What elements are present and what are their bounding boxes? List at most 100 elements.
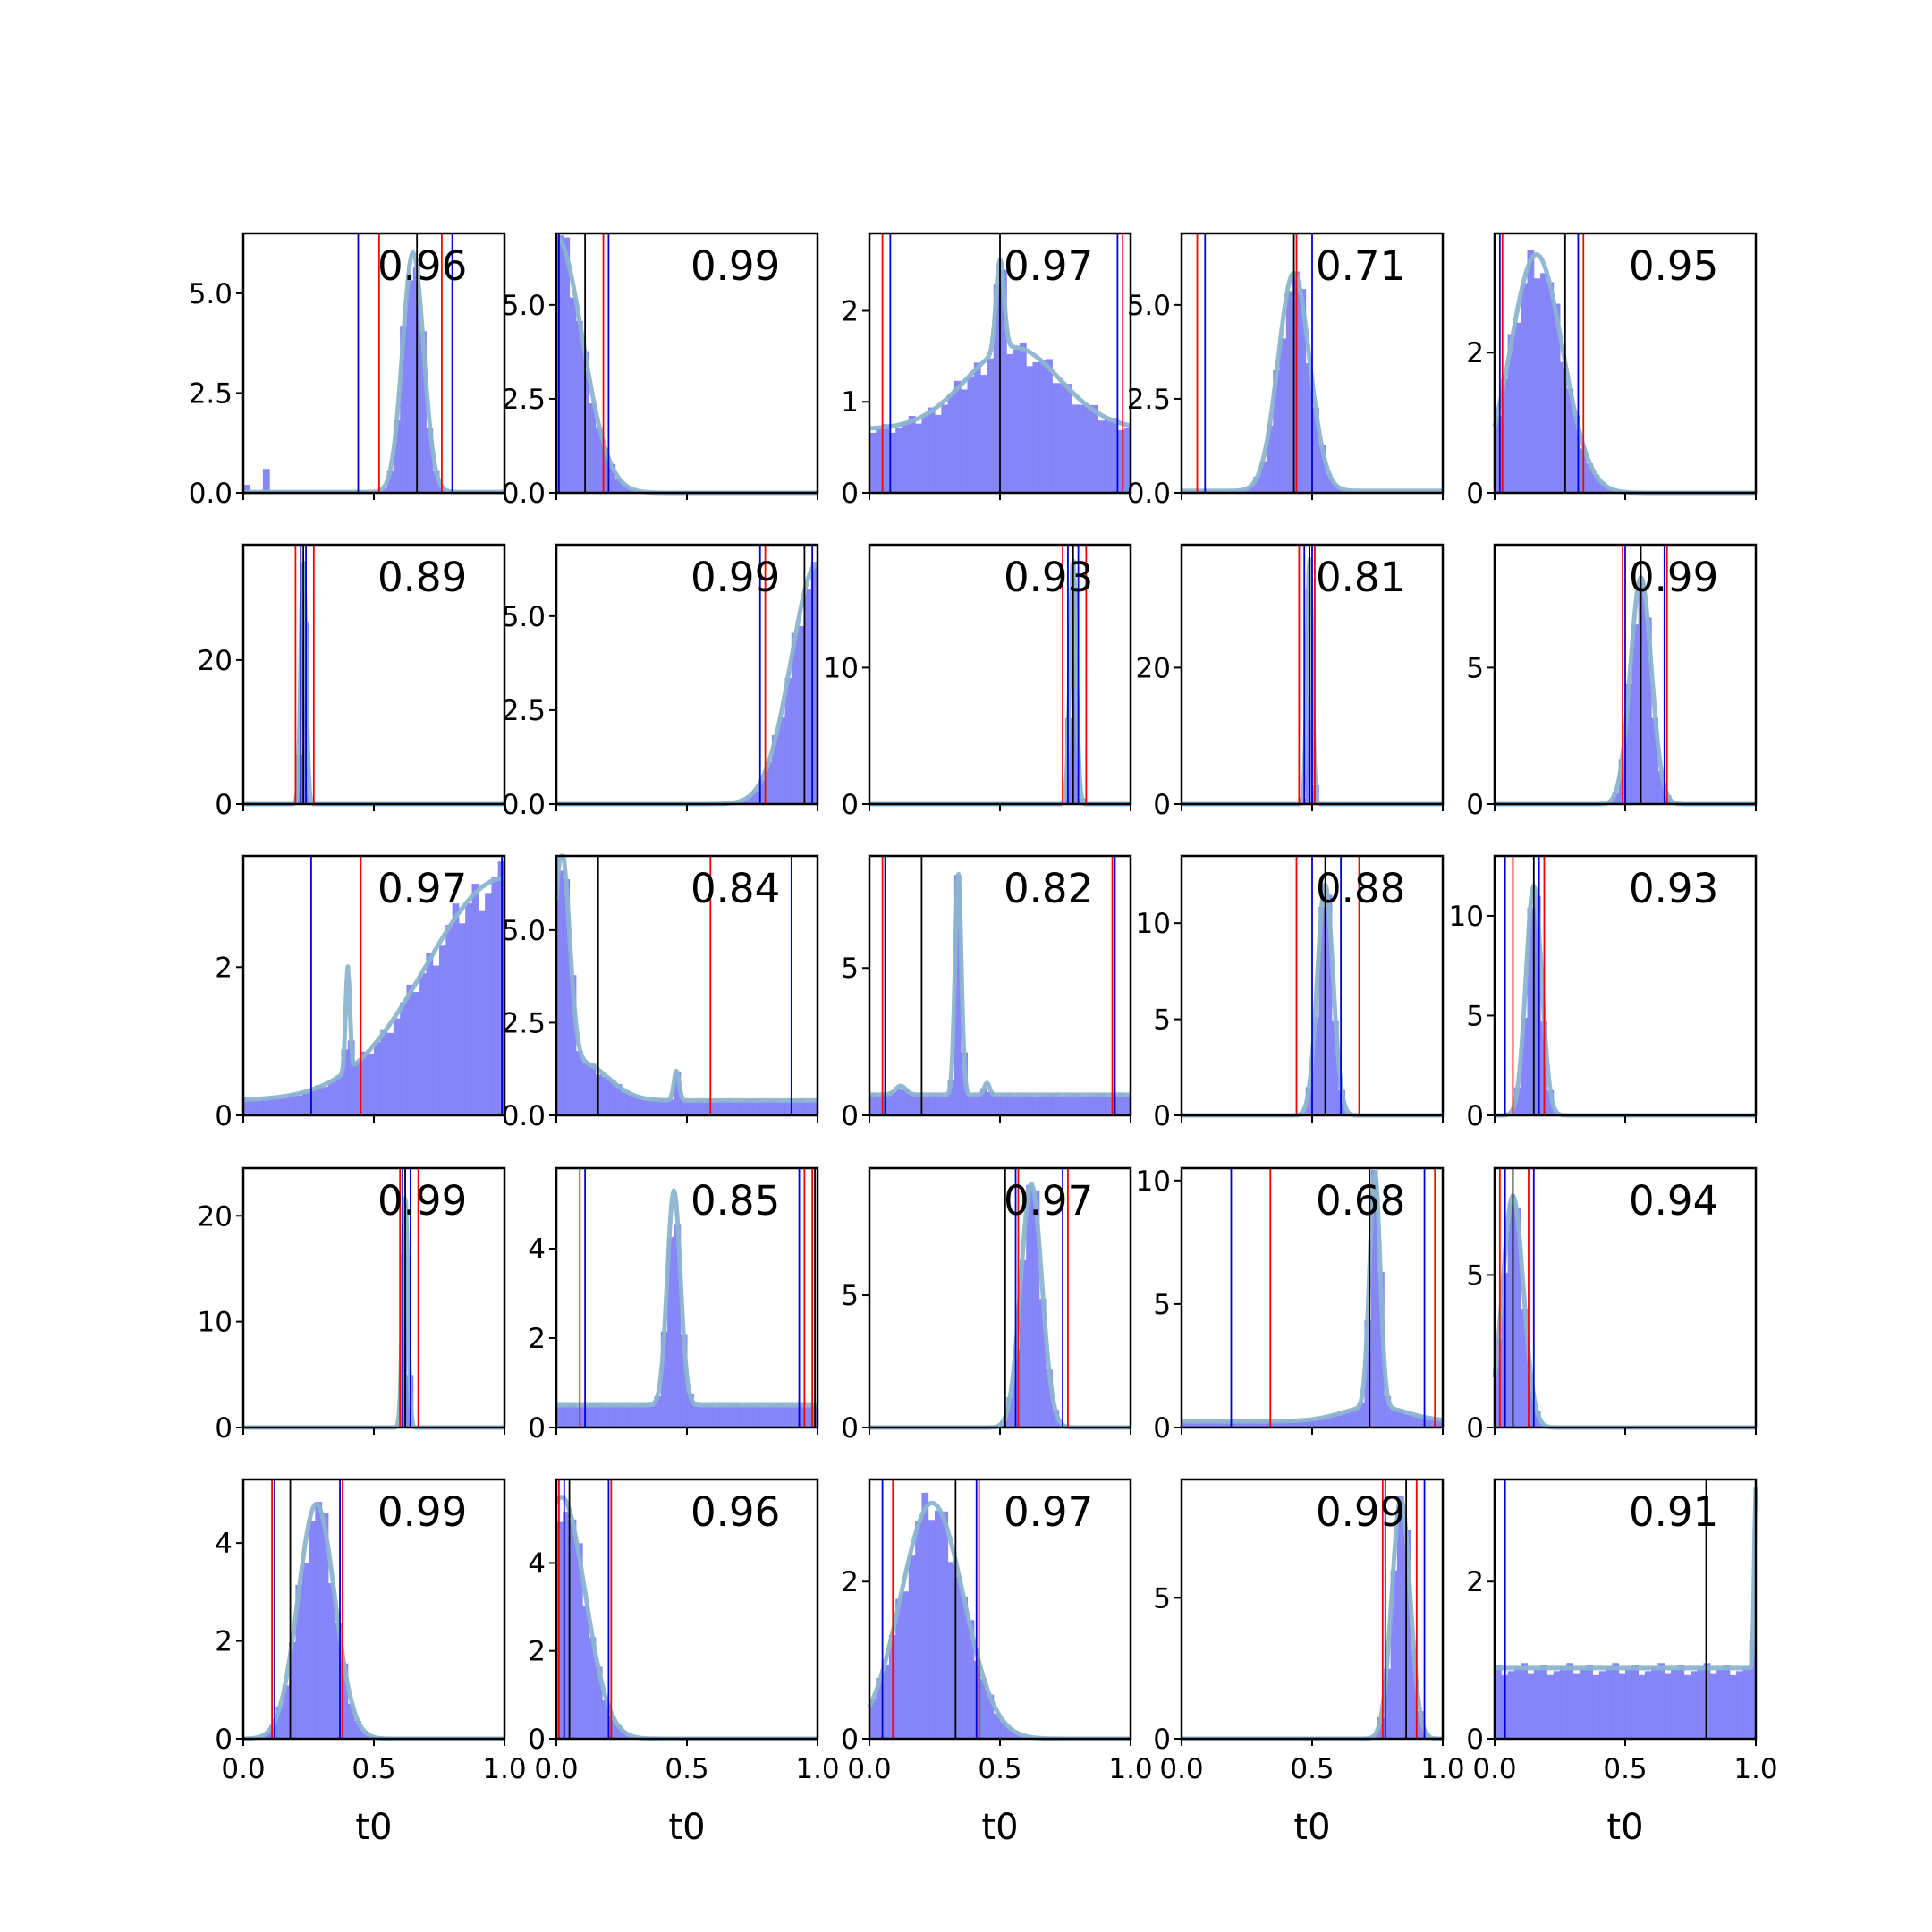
y-tick-label: 0 <box>215 1100 233 1132</box>
histogram-bar <box>1651 1666 1658 1739</box>
histogram-bar <box>589 1063 597 1115</box>
histogram-bar <box>798 1403 805 1428</box>
histogram-bar <box>752 791 759 804</box>
histogram-bar <box>1013 1096 1021 1115</box>
panel-17: 0 2 4 0.85 <box>528 1166 819 1445</box>
histogram-bar <box>569 1403 577 1428</box>
panel-annotation: 0.99 <box>691 242 780 290</box>
histogram-bar <box>1285 291 1293 493</box>
histogram-bar <box>1540 1665 1547 1739</box>
histogram-bar <box>595 1074 603 1115</box>
y-tick-label: 0.0 <box>502 478 546 510</box>
histogram-bar <box>961 1597 968 1739</box>
panel-5: 020.95 <box>1466 232 1758 510</box>
kde-curve <box>868 872 1132 1097</box>
histogram-bar <box>1521 283 1528 493</box>
histogram-bar <box>634 1404 642 1428</box>
histogram-bar <box>386 1032 394 1115</box>
y-tick-label: 5 <box>841 953 859 985</box>
histogram-bar <box>1644 1671 1652 1739</box>
histogram-bar <box>804 1101 812 1115</box>
histogram-bar <box>556 235 564 493</box>
histogram-bar <box>687 1102 694 1115</box>
histogram-bar <box>269 1724 276 1739</box>
histogram-bar <box>432 965 440 1115</box>
panel-18: 050.97 <box>841 1166 1132 1445</box>
y-tick-label: 5.0 <box>502 915 546 947</box>
histogram-bar <box>1546 282 1555 493</box>
histogram-bar <box>798 625 805 804</box>
x-tick-label: 1.0 <box>795 1753 839 1785</box>
histogram-bar <box>1546 1089 1555 1115</box>
histogram-bar <box>765 1100 773 1115</box>
histogram-bar <box>648 1406 655 1428</box>
panel-annotation: 0.88 <box>1316 865 1405 912</box>
histogram-bar <box>1533 278 1541 493</box>
y-tick-label: 5 <box>841 1280 859 1312</box>
histogram-bar <box>380 1029 388 1115</box>
histogram-bar <box>967 1096 975 1115</box>
histogram-bar <box>921 416 929 493</box>
histogram-bar <box>784 1101 792 1115</box>
histogram-bar <box>1606 487 1613 493</box>
y-tick-label: 0 <box>1466 789 1484 821</box>
y-tick-label: 5 <box>1153 1582 1171 1614</box>
histogram-bar <box>1273 1421 1280 1428</box>
x-axis-label: t0 <box>1606 1807 1643 1848</box>
histogram-bar <box>1618 1673 1626 1739</box>
y-tick-label: 0 <box>215 789 233 821</box>
histogram-bar <box>725 1099 733 1115</box>
histogram-bar <box>1013 1732 1021 1739</box>
histogram-bar <box>667 1236 674 1428</box>
histogram-bar <box>973 362 981 493</box>
histogram-bar <box>608 463 616 493</box>
histogram-bar <box>699 1405 708 1428</box>
histogram-bar <box>739 1101 747 1115</box>
y-tick-label: 10 <box>824 652 859 684</box>
histogram-bar <box>1038 1095 1046 1115</box>
histogram-bar <box>765 1406 773 1428</box>
histogram-bar <box>882 424 890 493</box>
histogram-bar <box>360 1731 369 1739</box>
y-tick-label: 2 <box>1466 337 1484 369</box>
histogram-bar <box>1403 1413 1411 1428</box>
histogram-bar <box>563 878 571 1115</box>
y-tick-label: 2 <box>528 1323 546 1355</box>
histogram-bar <box>478 910 486 1115</box>
y-tick-label: 2 <box>841 1566 859 1598</box>
y-tick-label: 0 <box>1153 789 1171 821</box>
histogram-bar <box>1285 1420 1293 1428</box>
histogram-bar <box>582 351 589 493</box>
histogram-bar <box>660 1098 668 1115</box>
histogram-bar <box>1533 895 1541 1115</box>
histogram-bar <box>1560 1666 1567 1739</box>
histogram-bar <box>1338 1413 1345 1428</box>
kde-curve <box>554 853 819 1103</box>
histogram-bar <box>1247 486 1254 493</box>
histogram-bar <box>1065 384 1072 493</box>
y-tick-label: 2.5 <box>502 695 546 727</box>
histogram-bar <box>1592 474 1600 493</box>
panel-annotation: 0.89 <box>377 554 467 601</box>
panel-24: 0 5 0.99 0.0 0.5 1.0 t0 <box>1153 1478 1465 1848</box>
histogram-bar <box>1279 338 1287 493</box>
histogram-bar <box>1495 416 1502 493</box>
histogram-bar <box>1026 1184 1033 1428</box>
y-tick-label: 2 <box>215 1626 233 1658</box>
histogram-bar <box>393 419 401 493</box>
panels-group: 0.0 2.5 5.0 0.96 0.0 2.5 5.0 0.99 0 1 2 0.97 0.0 2.5 5… <box>189 232 1778 1848</box>
histogram-bar <box>674 1072 682 1115</box>
x-tick-label: 0.5 <box>978 1753 1021 1785</box>
histogram-bar <box>556 870 564 1115</box>
histogram-bar <box>1631 624 1640 804</box>
histogram-bar <box>1266 425 1274 493</box>
histogram-bar <box>1370 1170 1378 1428</box>
histogram-bar <box>354 1720 361 1739</box>
histogram-bar <box>745 1405 753 1428</box>
histogram-bar <box>1644 617 1652 804</box>
panel-annotation: 0.85 <box>691 1177 780 1224</box>
histogram-bar <box>1305 1087 1313 1115</box>
x-tick-label: 1.0 <box>482 1753 526 1785</box>
histogram-bar <box>1723 1665 1731 1739</box>
histogram-bar <box>902 1591 910 1739</box>
